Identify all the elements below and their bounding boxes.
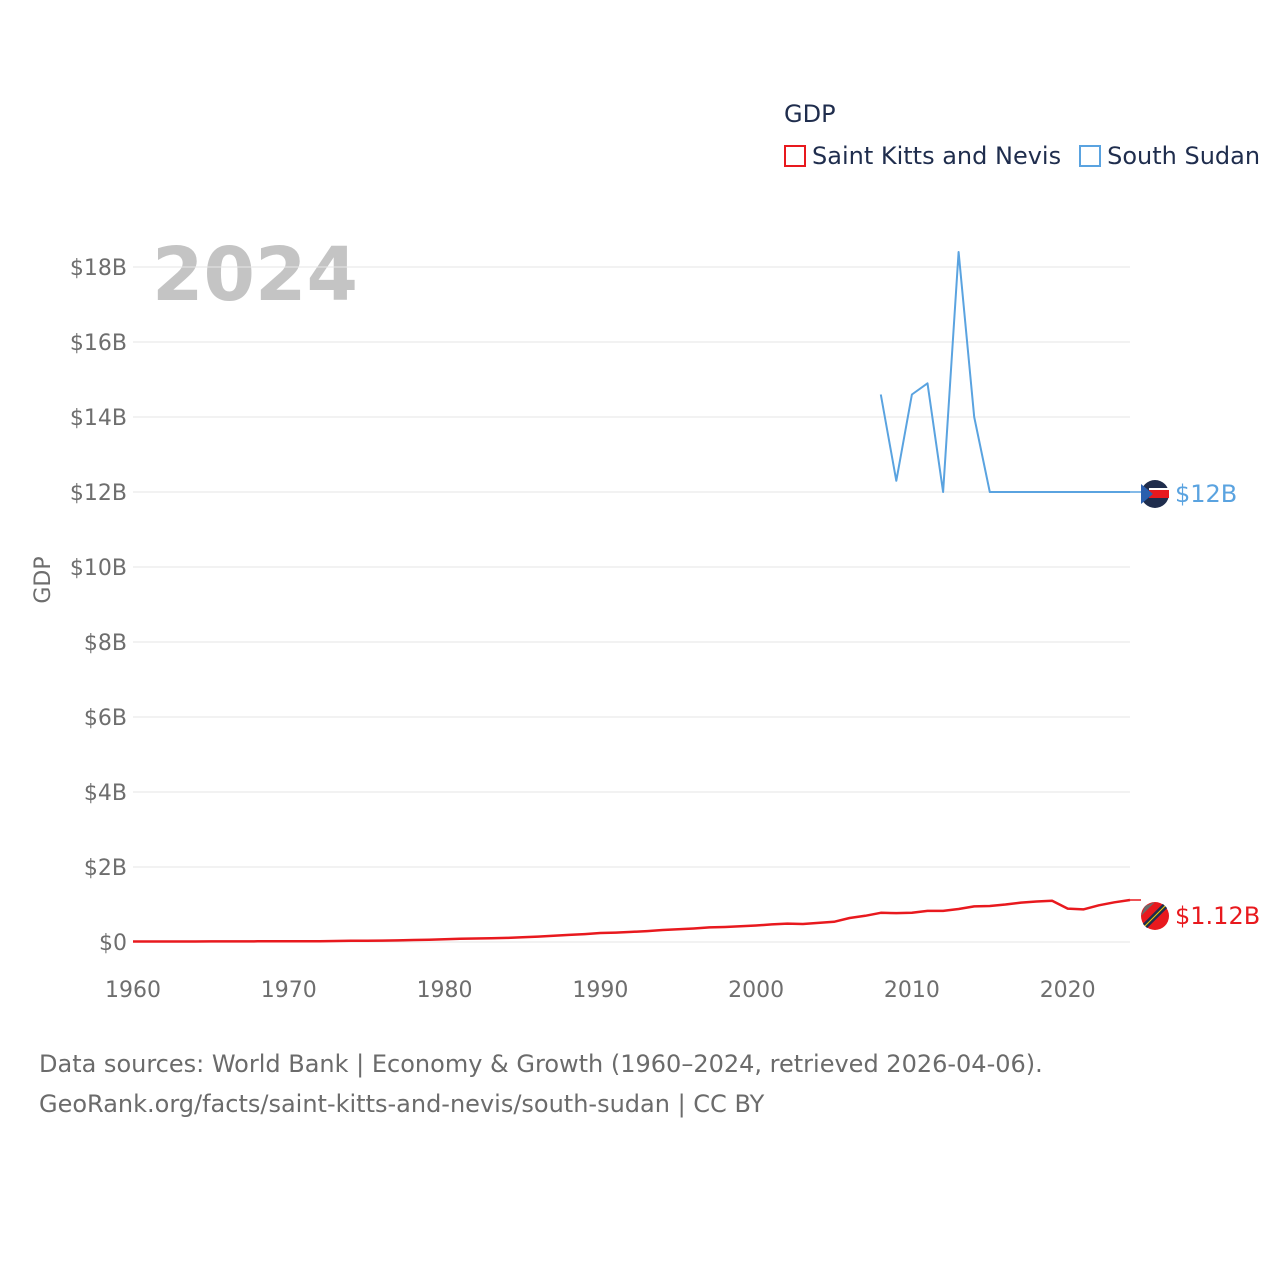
series-line-saint-kitts-and-nevis: [133, 898, 1131, 943]
legend-label-saint-kitts-and-nevis: Saint Kitts and Nevis: [812, 142, 1062, 170]
legend-item-saint-kitts-and-nevis[interactable]: Saint Kitts and Nevis: [784, 142, 1061, 170]
x-tick-label: 2020: [1040, 978, 1096, 1003]
saint-kitts-and-nevis-flag-stripe: [1144, 905, 1166, 927]
series-line-south-sudan: [879, 251, 1130, 493]
y-axis-label: GDP: [31, 556, 56, 603]
legend-swatch-south-sudan: [1079, 145, 1102, 167]
y-tick-label: $4B: [84, 781, 127, 806]
legend-swatch-saint-kitts-and-nevis: [784, 145, 806, 167]
x-tick-label: 1990: [572, 978, 628, 1003]
saint-kitts-and-nevis-flag-green: [1141, 902, 1155, 916]
legend-item-south-sudan[interactable]: South Sudan: [1079, 142, 1260, 170]
y-tick-label: $18B: [70, 256, 127, 281]
y-tick-label: $10B: [70, 556, 127, 581]
y-tick-label: $0: [99, 931, 127, 956]
x-tick-label: 1970: [261, 978, 317, 1003]
y-tick-label: $14B: [70, 406, 127, 431]
series-end-label: $12B: [1175, 480, 1237, 508]
big-year-label: 2024: [152, 232, 358, 318]
y-tick-label: $6B: [84, 706, 127, 731]
source-text: Data sources: World Bank | Economy & Gro…: [39, 1050, 1043, 1078]
x-tick-label: 1960: [105, 978, 161, 1003]
south-sudan-flag-stripe-white: [1149, 488, 1169, 490]
source-link[interactable]: GeoRank.org/facts/saint-kitts-and-nevis/…: [39, 1090, 670, 1118]
x-tick-label: 2000: [728, 978, 784, 1003]
legend: Saint Kitts and Nevis South Sudan: [784, 142, 1278, 170]
legend-label-south-sudan: South Sudan: [1107, 142, 1261, 170]
data-source-note: Data sources: World Bank | Economy & Gro…: [39, 1044, 1043, 1124]
x-tick-label: 2010: [884, 978, 940, 1003]
y-tick-label: $12B: [70, 481, 127, 506]
license-text: | CC BY: [669, 1090, 765, 1118]
source-link-line: GeoRank.org/facts/saint-kitts-and-nevis/…: [39, 1084, 1043, 1124]
y-tick-label: $16B: [70, 331, 127, 356]
x-tick-label: 1980: [417, 978, 473, 1003]
y-tick-label: $2B: [84, 856, 127, 881]
south-sudan-flag-triangle: [1141, 484, 1153, 504]
series-end-label: $1.12B: [1175, 902, 1260, 930]
legend-title: GDP: [784, 100, 836, 128]
y-tick-label: $8B: [84, 631, 127, 656]
south-sudan-flag-stripe: [1149, 490, 1169, 498]
